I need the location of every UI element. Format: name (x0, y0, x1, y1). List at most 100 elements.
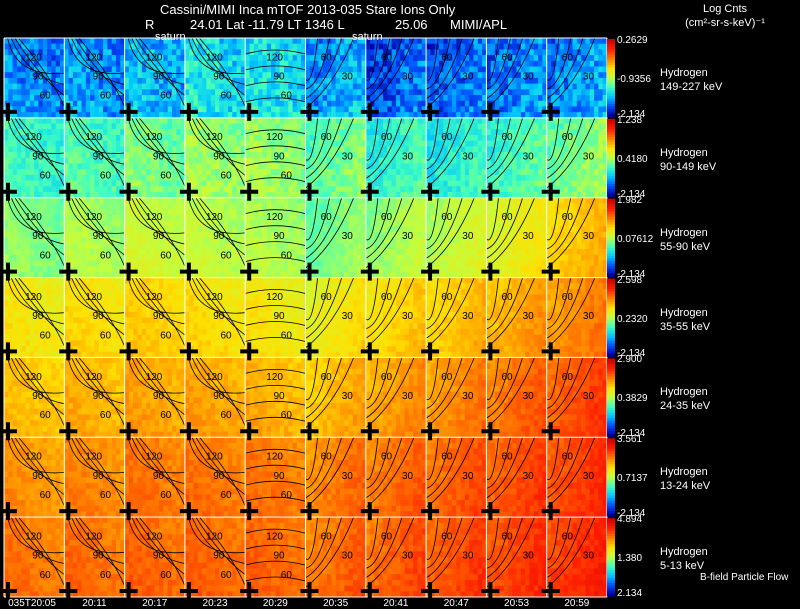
heatmap-cell (357, 140, 362, 147)
heatmap-cell (94, 140, 100, 147)
heatmap-cell (171, 43, 177, 50)
heatmap-cell (38, 112, 44, 119)
heatmap-cell (128, 60, 134, 67)
heatmap-cell (29, 231, 35, 239)
heatmap-cell (451, 89, 457, 96)
heatmap-cell (77, 77, 82, 85)
heatmap-cell (495, 140, 500, 147)
heatmap-cell (103, 134, 108, 142)
heatmap-cell (258, 100, 263, 107)
heatmap-cell (602, 129, 608, 136)
heatmap-cell (120, 226, 125, 233)
heatmap-cell (434, 100, 440, 107)
heatmap-cell (120, 38, 125, 45)
heatmap-cell (335, 112, 341, 119)
heatmap-cell (120, 214, 125, 221)
heatmap-cell (400, 72, 405, 79)
heatmap-cell (460, 163, 466, 170)
heatmap-cell (180, 214, 186, 221)
heatmap-cell (133, 249, 138, 256)
heatmap-cell (262, 237, 268, 244)
heatmap-cell (482, 140, 487, 147)
heatmap-cell (451, 146, 457, 153)
heatmap-cell (266, 231, 272, 239)
heatmap-cell (77, 174, 82, 181)
heatmap-cell (163, 49, 169, 56)
heatmap-cell (12, 231, 18, 239)
heatmap-cell (197, 146, 203, 153)
heatmap-cell (538, 66, 543, 73)
heatmap-cell (81, 197, 87, 204)
heatmap-cell (253, 157, 259, 164)
heatmap-cell (59, 214, 65, 221)
heatmap-cell (335, 117, 341, 124)
heatmap-cell (305, 66, 311, 73)
heatmap-cell (81, 271, 87, 278)
heatmap-cell (90, 157, 95, 164)
heatmap-cell (314, 157, 319, 164)
heatmap-cell (477, 174, 483, 181)
heatmap-cell (322, 100, 328, 107)
heatmap-cell (154, 38, 160, 45)
heatmap-cell (206, 249, 212, 256)
heatmap-cell (490, 192, 496, 199)
heatmap-cell (520, 180, 526, 187)
heatmap-cell (602, 112, 608, 119)
heatmap-cell (516, 192, 522, 199)
heatmap-cell (387, 163, 393, 170)
heatmap-cell (34, 66, 39, 73)
heatmap-cell (206, 83, 212, 90)
heatmap-cell (16, 146, 22, 153)
heatmap-cell (47, 77, 52, 85)
heatmap-cell (141, 100, 147, 107)
heatmap-cell (555, 38, 561, 45)
heatmap-cell (38, 169, 44, 176)
heatmap-cell (413, 77, 418, 85)
heatmap-cell (395, 129, 401, 136)
heatmap-cell (85, 237, 91, 244)
heatmap-cell (301, 254, 306, 261)
heatmap-cell (90, 266, 95, 273)
heatmap-cell (133, 83, 138, 90)
heatmap-cell (258, 226, 263, 233)
heatmap-cell (98, 197, 104, 204)
heatmap-cell (525, 43, 530, 50)
heatmap-cell (495, 146, 500, 153)
heatmap-cell (219, 38, 225, 45)
heatmap-cell (184, 83, 190, 90)
heatmap-cell (16, 77, 22, 85)
heatmap-cell (542, 72, 548, 79)
heatmap-cell (563, 192, 569, 199)
heatmap-cell (314, 186, 319, 193)
heatmap-cell (331, 43, 337, 50)
heatmap-cell (245, 117, 250, 124)
heatmap-cell (327, 95, 332, 102)
heatmap-cell (426, 49, 431, 56)
heatmap-cell (301, 117, 306, 124)
heatmap-cell (107, 77, 113, 85)
heatmap-cell (72, 220, 78, 227)
heatmap-cell (275, 237, 281, 244)
heatmap-cell (301, 174, 306, 181)
heatmap-cell (167, 260, 173, 267)
heatmap-cell (572, 66, 578, 73)
heatmap-cell (400, 83, 405, 90)
heatmap-cell (72, 140, 78, 147)
heatmap-cell (413, 72, 418, 79)
heatmap-cell (146, 214, 151, 221)
heatmap-cell (206, 55, 212, 62)
heatmap-cell (215, 203, 220, 210)
heatmap-cell (236, 186, 242, 193)
heatmap-cell (206, 197, 212, 204)
heatmap-cell (318, 237, 324, 244)
heatmap-cell (292, 209, 298, 216)
heatmap-cell (232, 72, 237, 79)
heatmap-cell (236, 249, 242, 256)
heatmap-cell (602, 83, 608, 90)
heatmap-cell (499, 43, 505, 50)
heatmap-cell (115, 38, 121, 45)
heatmap-cell (184, 77, 190, 85)
heatmap-cell (305, 249, 311, 256)
heatmap-cell (68, 123, 74, 130)
heatmap-cell (352, 146, 358, 153)
